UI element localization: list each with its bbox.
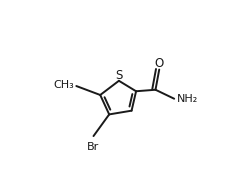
Text: S: S [115, 69, 122, 82]
Text: NH₂: NH₂ [176, 94, 197, 104]
Text: CH₃: CH₃ [53, 80, 74, 90]
Text: O: O [154, 57, 163, 70]
Text: Br: Br [86, 142, 98, 152]
